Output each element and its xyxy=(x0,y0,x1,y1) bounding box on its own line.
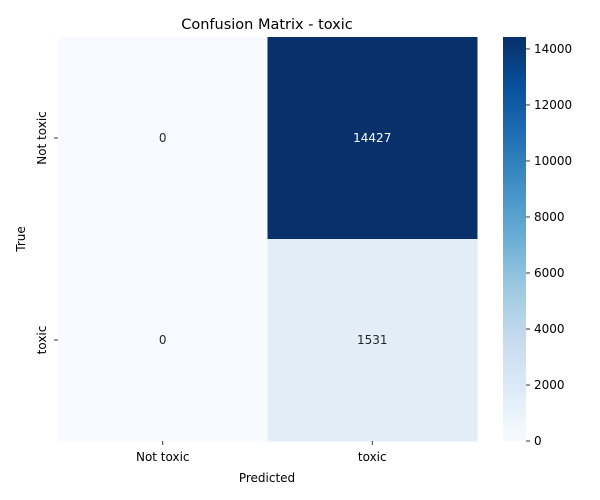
colorbar xyxy=(503,37,526,441)
heatmap-cell-not-toxic-not-toxic xyxy=(58,37,268,240)
colorbar-tick-label: 6000 xyxy=(534,266,565,280)
colorbar-tick-label: 10000 xyxy=(534,154,572,168)
heatmap-cell-not-toxic-toxic xyxy=(267,37,478,240)
x-tick-label: toxic xyxy=(358,450,387,464)
y-axis-label: True xyxy=(14,226,28,253)
x-tick-label: Not toxic xyxy=(136,450,190,464)
colorbar-axis: 0 2000 4000 6000 8000 10000 12000 14000 xyxy=(526,42,572,448)
cell-value-label: 0 xyxy=(159,333,167,347)
colorbar-tick-label: 14000 xyxy=(534,42,572,56)
cell-value-label: 0 xyxy=(159,131,167,145)
cell-value-label: 1531 xyxy=(357,333,388,347)
cell-value-label: 14427 xyxy=(353,131,391,145)
colorbar-tick-label: 2000 xyxy=(534,378,565,392)
y-axis: Not toxic toxic xyxy=(35,111,58,354)
chart-title: Confusion Matrix - toxic xyxy=(181,17,353,33)
x-axis: Not toxic toxic xyxy=(136,441,387,464)
colorbar-tick-label: 12000 xyxy=(534,98,572,112)
y-tick-label: toxic xyxy=(35,326,49,355)
colorbar-tick-label: 4000 xyxy=(534,322,565,336)
y-tick-label: Not toxic xyxy=(35,111,49,165)
x-axis-label: Predicted xyxy=(239,471,295,485)
colorbar-tick-label: 8000 xyxy=(534,210,565,224)
heatmap-cells xyxy=(58,37,478,442)
heatmap-cell-toxic-not-toxic xyxy=(58,239,268,442)
heatmap-cell-toxic-toxic xyxy=(267,239,478,442)
heatmap-cell-labels: 0 14427 0 1531 xyxy=(159,131,391,347)
colorbar-tick-label: 0 xyxy=(534,434,542,448)
